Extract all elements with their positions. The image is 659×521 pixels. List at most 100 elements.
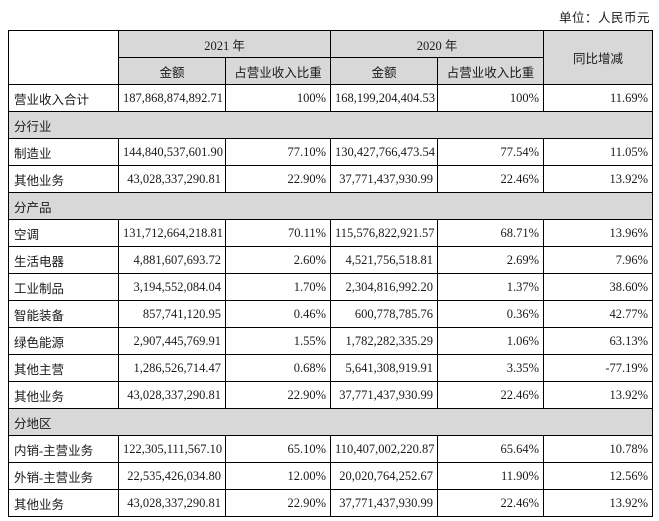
row-label: 外销-主营业务 (8, 462, 119, 490)
table-row: 内销-主营业务 122,305,111,567.10 65.10% 110,407,0… (8, 435, 654, 463)
row-label: 内销-主营业务 (8, 435, 119, 463)
yoy-change: 38.60% (543, 273, 654, 301)
amount-2021: 187,868,874,892.71 (118, 84, 226, 112)
ratio-2020: 22.46% (437, 489, 545, 517)
ratio-2020: 100% (437, 84, 545, 112)
amount-2021: 43,028,337,290.81 (118, 165, 226, 193)
table-row: 工业制品 3,194,552,084.04 1.70% 2,304,816,992.2… (8, 273, 654, 301)
corner-cell (8, 30, 119, 85)
yoy-change: 13.92% (543, 381, 654, 409)
revenue-breakdown-table: 2021 年 2020 年 同比增减 金额 占营业收入比重 金额 占营业收入比重… (7, 30, 654, 517)
section-label: 分地区 (7, 408, 654, 436)
yoy-change-header: 同比增减 (543, 30, 654, 85)
ratio-2020-header: 占营业收入比重 (437, 57, 545, 85)
ratio-2020: 68.71% (437, 219, 545, 247)
ratio-2020: 0.36% (437, 300, 545, 328)
ratio-2021: 22.90% (224, 489, 332, 517)
amount-2020: 168,199,204,404.53 (330, 84, 439, 112)
amount-2021: 43,028,337,290.81 (118, 381, 226, 409)
table-row: 外销-主营业务 22,535,426,034.80 12.00% 20,020,764… (8, 462, 654, 490)
ratio-2021: 1.70% (224, 273, 332, 301)
table-row: 绿色能源 2,907,445,769.91 1.55% 1,782,282,335.2… (8, 327, 654, 355)
table-row: 其他业务 43,028,337,290.81 22.90% 37,771,437,93… (8, 165, 654, 193)
table-row: 营业收入合计 187,868,874,892.71 100% 168,199,204,… (8, 84, 654, 112)
yoy-change: 13.96% (543, 219, 654, 247)
year-2021-header: 2021 年 (117, 30, 332, 58)
table-header: 2021 年 2020 年 同比增减 金额 占营业收入比重 金额 占营业收入比重 (8, 30, 654, 85)
amount-2020: 1,782,282,335.29 (330, 327, 439, 355)
ratio-2021: 0.46% (224, 300, 332, 328)
row-label: 其他业务 (8, 165, 119, 193)
section-row: 分地区 (7, 408, 654, 436)
ratio-2020: 77.54% (437, 138, 545, 166)
ratio-2020: 2.69% (437, 246, 545, 274)
table-row: 生活电器 4,881,607,693.72 2.60% 4,521,756,518.8… (8, 246, 654, 274)
amount-2021-header: 金额 (118, 57, 226, 85)
header-row-years: 2021 年 2020 年 同比增减 (8, 30, 654, 85)
ratio-2021: 2.60% (224, 246, 332, 274)
yoy-change: 11.69% (543, 84, 654, 112)
ratio-2021: 70.11% (224, 219, 332, 247)
ratio-2021: 22.90% (224, 381, 332, 409)
row-label: 其他业务 (8, 489, 119, 517)
amount-2021: 43,028,337,290.81 (118, 489, 226, 517)
ratio-2021-header: 占营业收入比重 (224, 57, 332, 85)
ratio-2020: 22.46% (437, 381, 545, 409)
unit-label: 单位：人民币元 (558, 11, 650, 25)
yoy-change: 63.13% (543, 327, 654, 355)
yoy-change: -77.19% (543, 354, 654, 382)
amount-2020: 130,427,766,473.54 (330, 138, 439, 166)
row-label: 生活电器 (8, 246, 119, 274)
amount-2020: 37,771,437,930.99 (330, 489, 439, 517)
yoy-change: 13.92% (543, 489, 654, 517)
amount-2021: 857,741,120.95 (118, 300, 226, 328)
amount-2020: 2,304,816,992.20 (330, 273, 439, 301)
row-label: 营业收入合计 (8, 84, 119, 112)
amount-2021: 3,194,552,084.04 (118, 273, 226, 301)
ratio-2021: 22.90% (224, 165, 332, 193)
amount-2020: 115,576,822,921.57 (330, 219, 439, 247)
table-body: 营业收入合计 187,868,874,892.71 100% 168,199,204,… (7, 84, 654, 517)
amount-2021: 122,305,111,567.10 (118, 435, 226, 463)
year-2020-header: 2020 年 (330, 30, 545, 58)
row-label: 工业制品 (8, 273, 119, 301)
amount-2020: 37,771,437,930.99 (330, 381, 439, 409)
section-label: 分行业 (7, 111, 654, 139)
amount-2020-header: 金额 (330, 57, 439, 85)
amount-2020: 600,778,785.76 (330, 300, 439, 328)
table-row: 其他业务 43,028,337,290.81 22.90% 37,771,437,93… (8, 381, 654, 409)
table-row: 空调 131,712,664,218.81 70.11% 115,576,822,92… (8, 219, 654, 247)
ratio-2020: 65.64% (437, 435, 545, 463)
row-label: 制造业 (8, 138, 119, 166)
ratio-2020: 1.06% (437, 327, 545, 355)
amount-2021: 22,535,426,034.80 (118, 462, 226, 490)
amount-2020: 20,020,764,252.67 (330, 462, 439, 490)
ratio-2020: 1.37% (437, 273, 545, 301)
amount-2021: 131,712,664,218.81 (118, 219, 226, 247)
table-row: 其他业务 43,028,337,290.81 22.90% 37,771,437,93… (8, 489, 654, 517)
amount-2020: 37,771,437,930.99 (330, 165, 439, 193)
ratio-2020: 22.46% (437, 165, 545, 193)
section-label: 分产品 (7, 192, 654, 220)
ratio-2020: 3.35% (437, 354, 545, 382)
yoy-change: 13.92% (543, 165, 654, 193)
row-label: 其他业务 (8, 381, 119, 409)
section-row: 分行业 (7, 111, 654, 139)
ratio-2021: 12.00% (224, 462, 332, 490)
ratio-2021: 100% (224, 84, 332, 112)
table-row: 智能装备 857,741,120.95 0.46% 600,778,785.76 0.3… (8, 300, 654, 328)
amount-2021: 144,840,537,601.90 (118, 138, 226, 166)
amount-2020: 5,641,308,919.91 (330, 354, 439, 382)
yoy-change: 11.05% (543, 138, 654, 166)
row-label: 空调 (8, 219, 119, 247)
header-row-metrics: 金额 占营业收入比重 金额 占营业收入比重 (9, 57, 653, 85)
amount-2020: 110,407,002,220.87 (330, 435, 439, 463)
ratio-2021: 65.10% (224, 435, 332, 463)
amount-2021: 4,881,607,693.72 (118, 246, 226, 274)
yoy-change: 12.56% (543, 462, 654, 490)
ratio-2021: 0.68% (224, 354, 332, 382)
yoy-change: 10.78% (543, 435, 654, 463)
yoy-change: 7.96% (543, 246, 654, 274)
amount-2020: 4,521,756,518.81 (330, 246, 439, 274)
ratio-2021: 77.10% (224, 138, 332, 166)
